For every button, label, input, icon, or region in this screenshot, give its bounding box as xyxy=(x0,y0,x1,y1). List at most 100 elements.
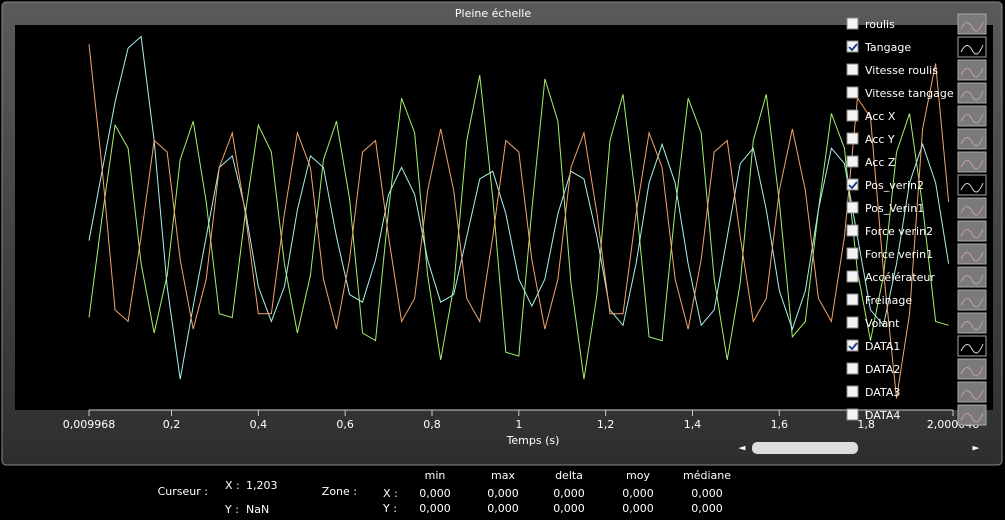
legend-icon-line[interactable] xyxy=(960,113,984,124)
series-line xyxy=(88,35,950,380)
zone-cell: 0,000 xyxy=(419,487,451,500)
zone-cell: 0,000 xyxy=(553,502,585,515)
zone-cell: 0,000 xyxy=(691,487,723,500)
legend-icon-line[interactable] xyxy=(960,320,984,331)
series-line xyxy=(88,44,950,399)
zone-column-header: moy xyxy=(626,469,650,482)
legend-label[interactable]: Vitesse roulis xyxy=(865,64,938,77)
legend-icon-line[interactable] xyxy=(960,21,984,32)
x-tick-label: 1,4 xyxy=(684,418,702,431)
legend-label[interactable]: Volant xyxy=(865,317,900,330)
zone-cell: 0,000 xyxy=(487,487,519,500)
legend-checkbox[interactable] xyxy=(846,362,859,375)
zone-row-label: Y : xyxy=(382,502,397,515)
cursor-x-label: X : xyxy=(225,479,240,492)
legend-icon-line[interactable] xyxy=(960,251,984,262)
legend-icon-line[interactable] xyxy=(960,90,984,101)
legend-checkbox[interactable] xyxy=(846,132,859,145)
cursor-y-label: Y : xyxy=(224,503,239,516)
legend-label[interactable]: DATA2 xyxy=(865,363,900,376)
legend-icon-line[interactable] xyxy=(960,67,984,78)
legend-label[interactable]: Pos_Verin1 xyxy=(865,202,924,215)
cursor-label: Curseur : xyxy=(158,485,208,498)
legend-checkmark[interactable] xyxy=(848,181,858,190)
zone-cell: 0,000 xyxy=(622,487,654,500)
legend-checkbox[interactable] xyxy=(846,109,859,122)
zone-cell: 0,000 xyxy=(691,502,723,515)
legend-label[interactable]: DATA1 xyxy=(865,340,900,353)
legend-icon-line[interactable] xyxy=(960,182,984,193)
legend-label[interactable]: Accélérateur xyxy=(865,271,935,284)
series-line xyxy=(88,74,949,380)
x-tick-label: 1,8 xyxy=(857,418,875,431)
x-tick-label: 0,4 xyxy=(250,418,268,431)
zone-column-header: min xyxy=(425,469,446,482)
cursor-x: 1,203 xyxy=(246,479,278,492)
scroll-right[interactable]: ► xyxy=(973,444,980,454)
x-tick-label: 1,2 xyxy=(597,418,615,431)
zone-row-label: X : xyxy=(383,487,398,500)
legend-label[interactable]: DATA3 xyxy=(865,386,900,399)
legend-checkbox[interactable] xyxy=(846,339,859,352)
legend-checkbox[interactable] xyxy=(846,178,859,191)
zone-column-header: médiane xyxy=(683,469,731,482)
legend-label[interactable]: Pos_verin2 xyxy=(865,179,924,192)
legend-checkmark[interactable] xyxy=(848,43,858,52)
legend-icon-line[interactable] xyxy=(960,389,984,400)
zone-cell: 0,000 xyxy=(622,502,654,515)
legend-icon-line[interactable] xyxy=(960,44,984,55)
legend-icon-line[interactable] xyxy=(960,343,984,354)
legend-icon-line[interactable] xyxy=(960,274,984,285)
legend-checkmark[interactable] xyxy=(848,342,858,351)
legend-icon-line[interactable] xyxy=(960,228,984,239)
zone-cell: 0,000 xyxy=(419,502,451,515)
legend-label[interactable]: Freinage xyxy=(865,294,912,307)
window-title: Pleine échelle xyxy=(455,7,531,20)
scroll-left[interactable]: ◄ xyxy=(739,444,746,454)
legend-icon-line[interactable] xyxy=(960,136,984,147)
zone-cell: 0,000 xyxy=(487,502,519,515)
legend-label[interactable]: Acc Z xyxy=(865,156,896,169)
x-axis-label: Temps (s) xyxy=(506,434,560,447)
legend-icon-line[interactable] xyxy=(960,205,984,216)
legend-checkbox[interactable] xyxy=(846,63,859,76)
legend-icon-line[interactable] xyxy=(960,297,984,308)
legend-checkbox[interactable] xyxy=(846,270,859,283)
legend-checkbox[interactable] xyxy=(846,385,859,398)
scrollbar-thumb[interactable] xyxy=(752,442,858,454)
legend-checkbox[interactable] xyxy=(846,17,859,30)
cursor-y: NaN xyxy=(246,503,269,516)
legend-checkbox[interactable] xyxy=(846,224,859,237)
legend-label[interactable]: DATA4 xyxy=(865,409,900,422)
legend-checkbox[interactable] xyxy=(846,293,859,306)
x-tick-label: 0,6 xyxy=(336,418,354,431)
legend-label[interactable]: Acc X xyxy=(865,110,896,123)
legend-label[interactable]: Force verin2 xyxy=(865,225,933,238)
zone-column-header: delta xyxy=(555,469,583,482)
zone-column-header: max xyxy=(491,469,515,482)
legend-label[interactable]: Vitesse tangage xyxy=(865,87,954,100)
legend-checkbox[interactable] xyxy=(846,247,859,260)
plot-area xyxy=(15,25,993,410)
zone-label: Zone : xyxy=(322,485,357,498)
legend-checkbox[interactable] xyxy=(846,201,859,214)
legend-checkbox[interactable] xyxy=(846,40,859,53)
legend-checkbox[interactable] xyxy=(846,155,859,168)
legend-label[interactable]: Force verin1 xyxy=(865,248,933,261)
legend-icon-line[interactable] xyxy=(960,412,984,423)
legend-checkbox[interactable] xyxy=(846,316,859,329)
zone-cell: 0,000 xyxy=(553,487,585,500)
legend-label[interactable]: Tangage xyxy=(864,41,911,54)
legend-icon-line[interactable] xyxy=(960,159,984,170)
x-tick-label: 0,2 xyxy=(163,418,181,431)
legend-label[interactable]: roulis xyxy=(865,18,895,31)
legend-label[interactable]: Acc Y xyxy=(865,133,895,146)
x-tick-label: 1 xyxy=(515,418,522,431)
legend-checkbox[interactable] xyxy=(846,86,859,99)
legend-icon-line[interactable] xyxy=(960,366,984,377)
legend-checkbox[interactable] xyxy=(846,408,859,421)
x-tick-label: 0,8 xyxy=(423,418,441,431)
x-tick-label: 1,6 xyxy=(771,418,789,431)
